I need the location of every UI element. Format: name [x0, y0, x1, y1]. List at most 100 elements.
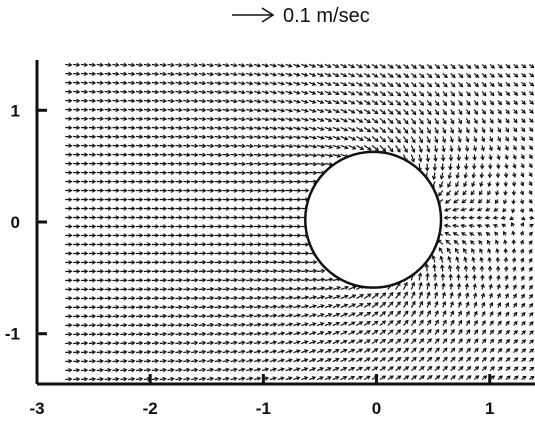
velocity-vector: [418, 63, 425, 69]
velocity-vector: [214, 71, 223, 77]
velocity-vector: [238, 107, 246, 113]
velocity-vectors: [65, 62, 535, 382]
velocity-vector: [222, 89, 230, 95]
velocity-vector: [371, 302, 379, 308]
velocity-vector: [191, 107, 199, 113]
velocity-vector: [528, 163, 533, 169]
velocity-vector: [332, 99, 340, 105]
velocity-vector: [418, 73, 425, 79]
velocity-vector: [206, 152, 215, 158]
velocity-vector: [308, 340, 317, 345]
velocity-vector: [456, 163, 461, 171]
velocity-vector: [73, 367, 81, 373]
velocity-vector: [468, 215, 475, 220]
velocity-vector: [465, 310, 470, 317]
velocity-vector: [521, 375, 527, 381]
velocity-vector: [520, 172, 525, 178]
velocity-vector: [324, 63, 332, 68]
velocity-vector: [505, 91, 511, 96]
velocity-vector: [495, 247, 500, 254]
velocity-vector: [136, 331, 144, 337]
velocity-vector: [88, 188, 97, 193]
velocity-vector: [470, 240, 475, 245]
velocity-vector: [528, 240, 533, 245]
velocity-vector: [112, 143, 120, 148]
velocity-vector: [371, 292, 379, 299]
velocity-vector: [316, 313, 325, 318]
velocity-vector: [269, 108, 278, 113]
velocity-vector: [293, 349, 301, 354]
velocity-vector: [497, 118, 502, 124]
velocity-vector: [395, 63, 402, 69]
velocity-vector: [472, 154, 477, 161]
velocity-vector: [528, 127, 534, 132]
velocity-vector: [293, 340, 301, 345]
velocity-vector: [143, 224, 152, 229]
velocity-vector: [316, 72, 325, 77]
velocity-vector: [88, 161, 97, 166]
y-tick-label: 1: [11, 101, 20, 120]
velocity-vector: [528, 248, 533, 254]
velocity-vector: [269, 117, 278, 122]
velocity-vector: [151, 125, 160, 131]
velocity-vector: [198, 161, 207, 166]
velocity-vector: [269, 322, 278, 327]
velocity-vector: [433, 154, 438, 163]
velocity-vector: [151, 340, 160, 346]
velocity-vector: [191, 313, 199, 319]
velocity-vector: [120, 89, 128, 95]
velocity-vector: [277, 152, 286, 158]
velocity-vector: [332, 339, 340, 345]
velocity-vector: [324, 135, 333, 141]
velocity-vector: [253, 367, 262, 372]
velocity-vector: [96, 80, 104, 86]
velocity-vector: [183, 170, 191, 175]
velocity-vector: [206, 197, 215, 202]
velocity-vector: [191, 286, 199, 292]
velocity-vector: [371, 320, 379, 327]
velocity-vector: [395, 366, 402, 372]
velocity-vector: [175, 278, 183, 283]
velocity-vector: [457, 310, 462, 317]
velocity-vector: [120, 215, 128, 220]
velocity-vector: [487, 248, 492, 254]
velocity-vector: [136, 322, 144, 328]
velocity-vector: [480, 283, 485, 290]
velocity-vector: [65, 242, 73, 247]
velocity-vector: [332, 72, 340, 78]
velocity-vector: [493, 207, 499, 212]
velocity-vector: [442, 100, 448, 106]
velocity-vector: [143, 188, 152, 193]
velocity-vector: [371, 136, 379, 142]
velocity-vector: [96, 179, 105, 184]
velocity-vector: [120, 296, 128, 301]
velocity-vector: [301, 304, 310, 309]
velocity-vector: [222, 313, 231, 319]
velocity-vector: [120, 98, 128, 104]
velocity-vector: [324, 72, 332, 78]
velocity-vector: [246, 251, 254, 256]
velocity-vector: [143, 179, 152, 184]
velocity-vector: [410, 136, 416, 144]
velocity-vector: [198, 107, 207, 113]
velocity-vector: [438, 247, 444, 254]
velocity-vector: [324, 144, 333, 149]
velocity-vector: [332, 285, 342, 291]
velocity-vector: [143, 349, 152, 355]
velocity-vector: [120, 269, 128, 274]
velocity-vector: [88, 269, 97, 274]
velocity-vector: [151, 304, 160, 310]
circular-obstacle: [303, 150, 443, 289]
velocity-vector: [285, 349, 293, 354]
velocity-vector: [238, 349, 246, 354]
velocity-vector: [277, 72, 285, 77]
velocity-vector: [206, 80, 215, 86]
velocity-vector: [269, 63, 277, 68]
velocity-vector: [96, 98, 105, 104]
velocity-vector: [104, 358, 112, 364]
velocity-vector: [434, 127, 439, 134]
velocity-vector: [481, 64, 488, 69]
velocity-vector: [504, 274, 509, 281]
velocity-vector: [465, 292, 470, 299]
velocity-vector: [151, 287, 160, 292]
